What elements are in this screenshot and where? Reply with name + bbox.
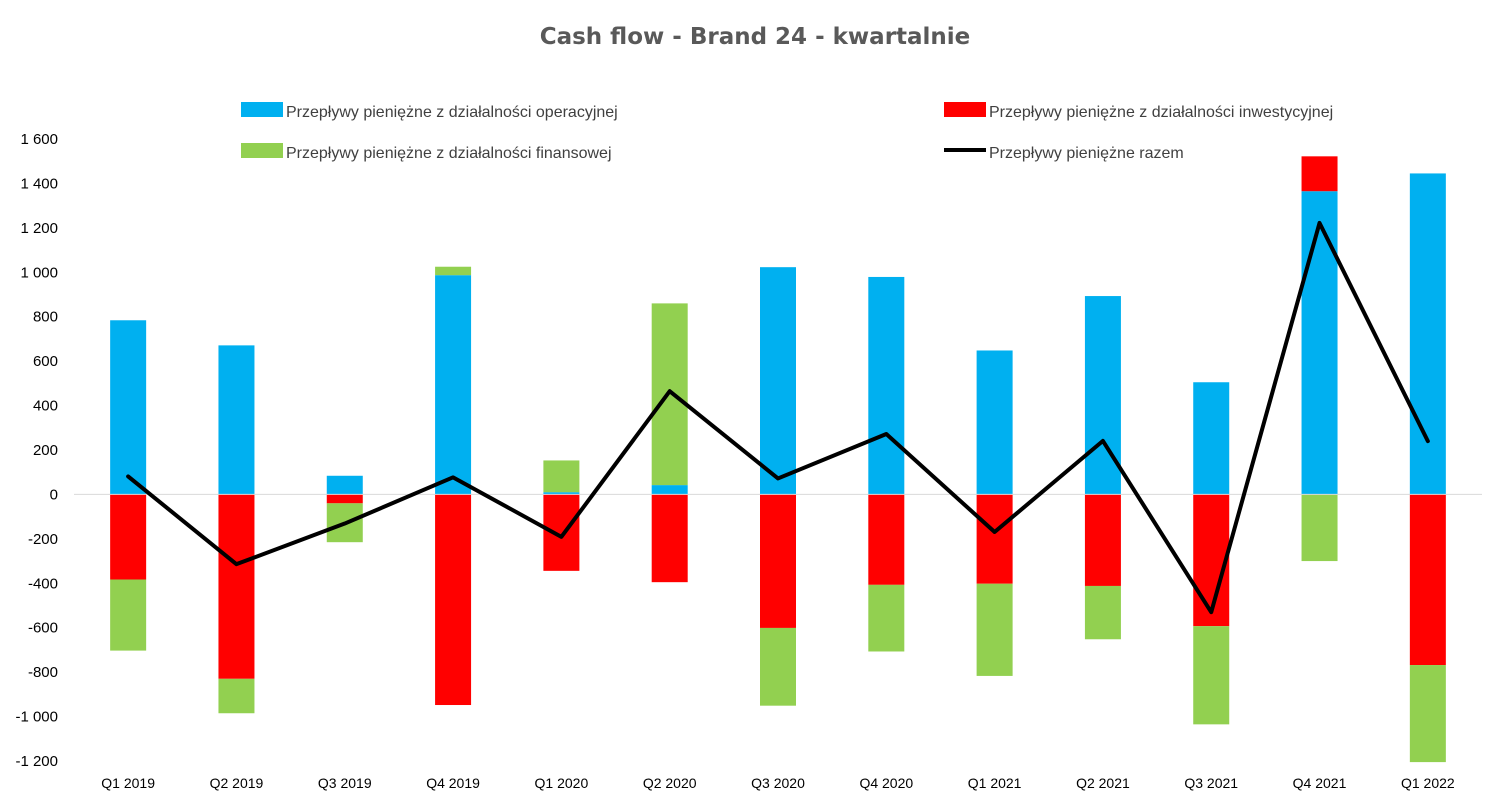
bar-finansowej-q4-2020 — [868, 584, 905, 652]
bar-inwestycyjnej-q4-2020 — [868, 494, 905, 585]
y-tick-label: -1 200 — [15, 753, 58, 770]
y-tick-label: 1 400 — [20, 175, 58, 192]
legend-label-finansowej: Przepływy pieniężne z działalności finan… — [286, 145, 612, 162]
bar-operacyjnej-q1-2019 — [110, 320, 147, 495]
bar-finansowej-q4-2019 — [435, 266, 472, 276]
x-axis-ticks: Q1 2019 Q2 2019 Q3 2019 Q4 2019 Q1 2020 Q2 20… — [101, 775, 1455, 791]
bar-inwestycyjnej-q1-2022 — [1409, 494, 1446, 666]
bars — [110, 156, 1446, 763]
y-tick-label: 800 — [33, 309, 58, 326]
legend-swatch-operacyjnej — [241, 102, 283, 117]
x-tick-label: Q1 2020 — [535, 775, 589, 791]
y-tick-label: 1 600 — [20, 131, 58, 148]
bar-finansowej-q3-2020 — [760, 627, 796, 706]
y-axis-ticks: 1 600 1 400 1 200 1 000 800 600 400 200 0 -200 -40… — [15, 131, 58, 770]
bar-finansowej-q2-2021 — [1084, 585, 1121, 640]
bar-operacyjnej-q2-2019 — [218, 345, 255, 495]
x-tick-label: Q4 2020 — [859, 775, 913, 791]
bar-inwestycyjnej-q1-2020 — [543, 494, 580, 571]
bar-operacyjnej-q2-2020 — [651, 485, 688, 495]
x-tick-label: Q1 2019 — [101, 775, 155, 791]
bar-operacyjnej-q4-2020 — [868, 276, 905, 495]
y-tick-label: -800 — [28, 664, 58, 681]
bar-finansowej-q1-2019 — [110, 579, 147, 651]
bar-finansowej-q1-2022 — [1409, 665, 1446, 763]
legend-label-razem: Przepływy pieniężne razem — [989, 145, 1184, 162]
y-tick-label: 0 — [50, 486, 58, 503]
x-tick-label: Q2 2021 — [1076, 775, 1130, 791]
y-tick-label: 1 000 — [20, 264, 58, 281]
x-tick-label: Q2 2019 — [210, 775, 264, 791]
bar-operacyjnej-q1-2020 — [543, 492, 580, 495]
bar-inwestycyjnej-q1-2021 — [976, 494, 1013, 584]
bar-operacyjnej-q3-2021 — [1193, 382, 1230, 495]
y-tick-label: -400 — [28, 575, 58, 592]
bar-inwestycyjnej-q2-2019 — [218, 494, 255, 679]
y-tick-label: -600 — [28, 620, 58, 637]
y-tick-label: -1 000 — [15, 709, 58, 726]
bar-operacyjnej-q2-2021 — [1084, 296, 1121, 495]
bar-operacyjnej-q1-2021 — [976, 350, 1013, 495]
chart-title: Cash flow - Brand 24 - kwartalnie — [540, 24, 971, 50]
bar-operacyjnej-q3-2020 — [760, 267, 796, 495]
bar-inwestycyjnej-q3-2019 — [326, 494, 363, 504]
x-tick-label: Q1 2021 — [968, 775, 1022, 791]
bar-finansowej-q1-2021 — [976, 583, 1013, 676]
bar-inwestycyjnej-q3-2021 — [1193, 494, 1230, 627]
bar-inwestycyjnej-q4-2021 — [1301, 156, 1338, 192]
x-tick-label: Q4 2019 — [426, 775, 480, 791]
bar-inwestycyjnej-q4-2019 — [435, 494, 472, 706]
x-tick-label: Q2 2020 — [643, 775, 697, 791]
y-tick-label: -200 — [28, 531, 58, 548]
bar-operacyjnej-q4-2019 — [435, 275, 472, 495]
bar-operacyjnej-q4-2021 — [1301, 191, 1338, 495]
legend-label-operacyjnej: Przepływy pieniężne z działalności opera… — [286, 104, 618, 121]
x-tick-label: Q3 2019 — [318, 775, 372, 791]
legend-swatch-inwestycyjnej — [944, 102, 986, 117]
x-tick-label: Q4 2021 — [1293, 775, 1347, 791]
bar-inwestycyjnej-q2-2021 — [1084, 494, 1121, 586]
x-tick-label: Q1 2022 — [1401, 775, 1455, 791]
y-tick-label: 400 — [33, 398, 58, 415]
bar-operacyjnej-q3-2019 — [326, 475, 363, 495]
bar-inwestycyjnej-q2-2020 — [651, 494, 688, 583]
bar-finansowej-q1-2020 — [543, 460, 580, 493]
y-tick-label: 200 — [33, 442, 58, 459]
y-tick-label: 600 — [33, 353, 58, 370]
bar-finansowej-q4-2021 — [1301, 494, 1338, 562]
legend-label-inwestycyjnej: Przepływy pieniężne z działalności inwes… — [989, 104, 1333, 121]
x-tick-label: Q3 2020 — [751, 775, 805, 791]
total-line-series — [126, 220, 1430, 615]
legend-swatch-finansowej — [241, 143, 283, 158]
y-tick-label: 1 200 — [20, 220, 58, 237]
bar-finansowej-q2-2019 — [218, 678, 255, 714]
bar-inwestycyjnej-q3-2020 — [760, 494, 796, 628]
bar-finansowej-q3-2021 — [1193, 626, 1230, 725]
bar-operacyjnej-q1-2022 — [1409, 173, 1446, 495]
x-tick-label: Q3 2021 — [1184, 775, 1238, 791]
bar-inwestycyjnej-q1-2019 — [110, 494, 147, 580]
legend: Przepływy pieniężne z działalności opera… — [241, 102, 1333, 162]
